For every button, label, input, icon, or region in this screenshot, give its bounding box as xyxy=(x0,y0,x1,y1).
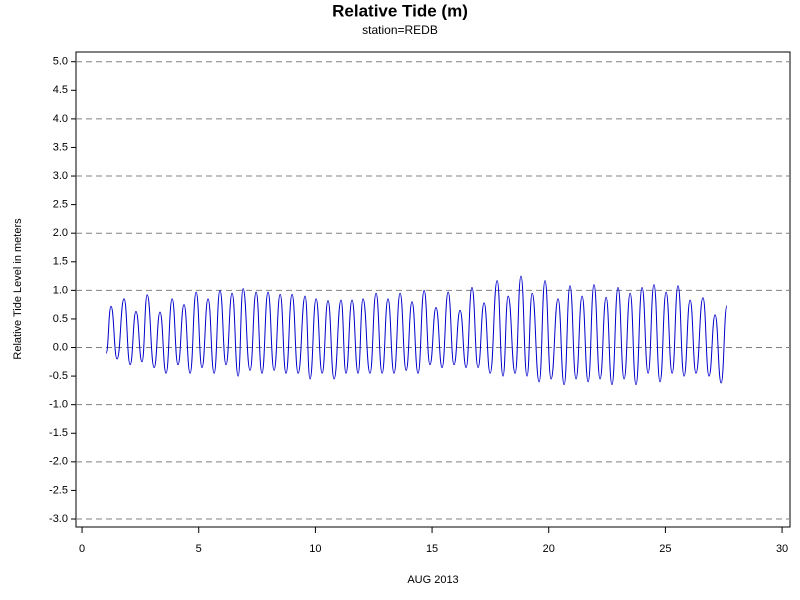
y-tick-label: 4.5 xyxy=(53,84,68,96)
y-tick-label: -3.0 xyxy=(49,513,68,525)
tide-line xyxy=(105,275,728,386)
y-tick-label: 4.0 xyxy=(53,113,68,125)
x-tick-label: 0 xyxy=(79,543,85,555)
y-tick-label: -1.0 xyxy=(49,399,68,411)
y-tick-label: 0.0 xyxy=(53,341,68,353)
x-tick-label: 15 xyxy=(426,543,438,555)
x-tick-label: 10 xyxy=(309,543,321,555)
y-tick-label: 1.5 xyxy=(53,256,68,268)
y-tick-label: 3.5 xyxy=(53,141,68,153)
y-tick-label: -2.5 xyxy=(49,484,68,496)
plot-frame xyxy=(75,51,791,528)
y-tick-label: 0.5 xyxy=(53,313,68,325)
x-tick-label: 25 xyxy=(659,543,671,555)
y-tick-label: 3.0 xyxy=(53,170,68,182)
x-tick-label: 5 xyxy=(196,543,202,555)
y-tick-label: -2.0 xyxy=(49,456,68,468)
y-tick-label: -0.5 xyxy=(49,370,68,382)
x-tick-label: 30 xyxy=(776,543,788,555)
x-tick-label: 20 xyxy=(543,543,555,555)
chart-title: Relative Tide (m) xyxy=(332,1,468,20)
y-tick-label: 1.0 xyxy=(53,284,68,296)
x-axis-label: AUG 2013 xyxy=(407,574,458,586)
y-tick-label: 2.5 xyxy=(53,199,68,211)
y-tick-label: 2.0 xyxy=(53,227,68,239)
y-axis-label: Relative Tide Level in meters xyxy=(12,218,24,360)
chart-subtitle: station=REDB xyxy=(362,23,438,37)
y-tick-label: -1.5 xyxy=(49,427,68,439)
y-tick-label: 5.0 xyxy=(53,56,68,68)
